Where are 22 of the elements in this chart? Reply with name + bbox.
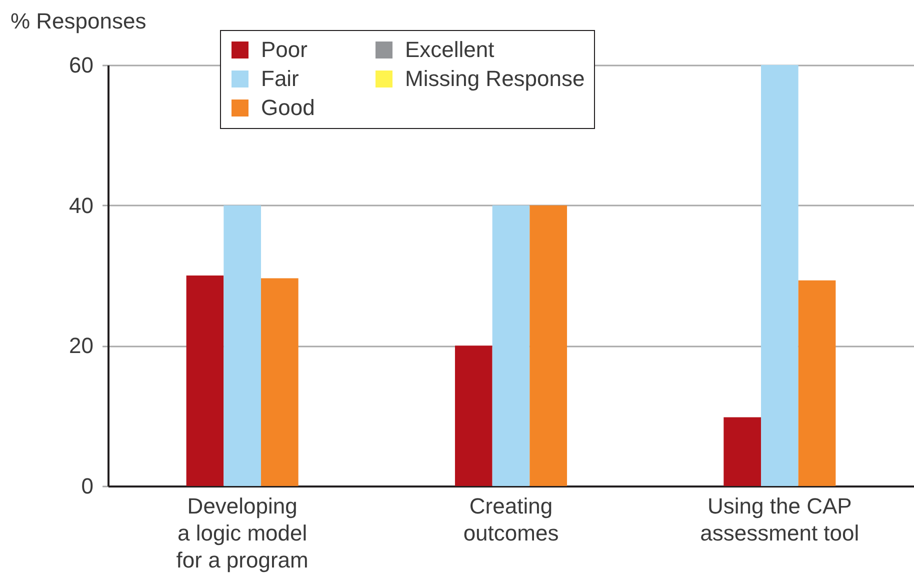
x-tick-label: Creating outcomes [463,494,559,546]
y-tick-label: 20 [69,333,94,358]
bar [454,346,492,486]
legend-label: Excellent [405,37,494,62]
bar [186,276,224,486]
y-tick-label: 0 [81,474,94,498]
bar [760,65,798,486]
bar [492,205,530,486]
bar [261,278,298,486]
bar [224,205,262,486]
bar [724,417,761,486]
y-tick-label: 40 [69,192,94,218]
legend-label: Good [261,95,315,120]
y-tick-label: 60 [69,52,94,78]
legend-label: Fair [261,66,299,91]
x-tick-label: Using the CAP assessment tool [700,494,860,546]
bar [798,280,836,486]
bar [530,205,568,486]
x-tick-label: Developing a logic model for a program [176,494,308,572]
y-axis-title: % Responses [10,8,146,34]
legend-label: Missing Response [405,66,585,91]
legend-label: Poor [261,37,308,62]
